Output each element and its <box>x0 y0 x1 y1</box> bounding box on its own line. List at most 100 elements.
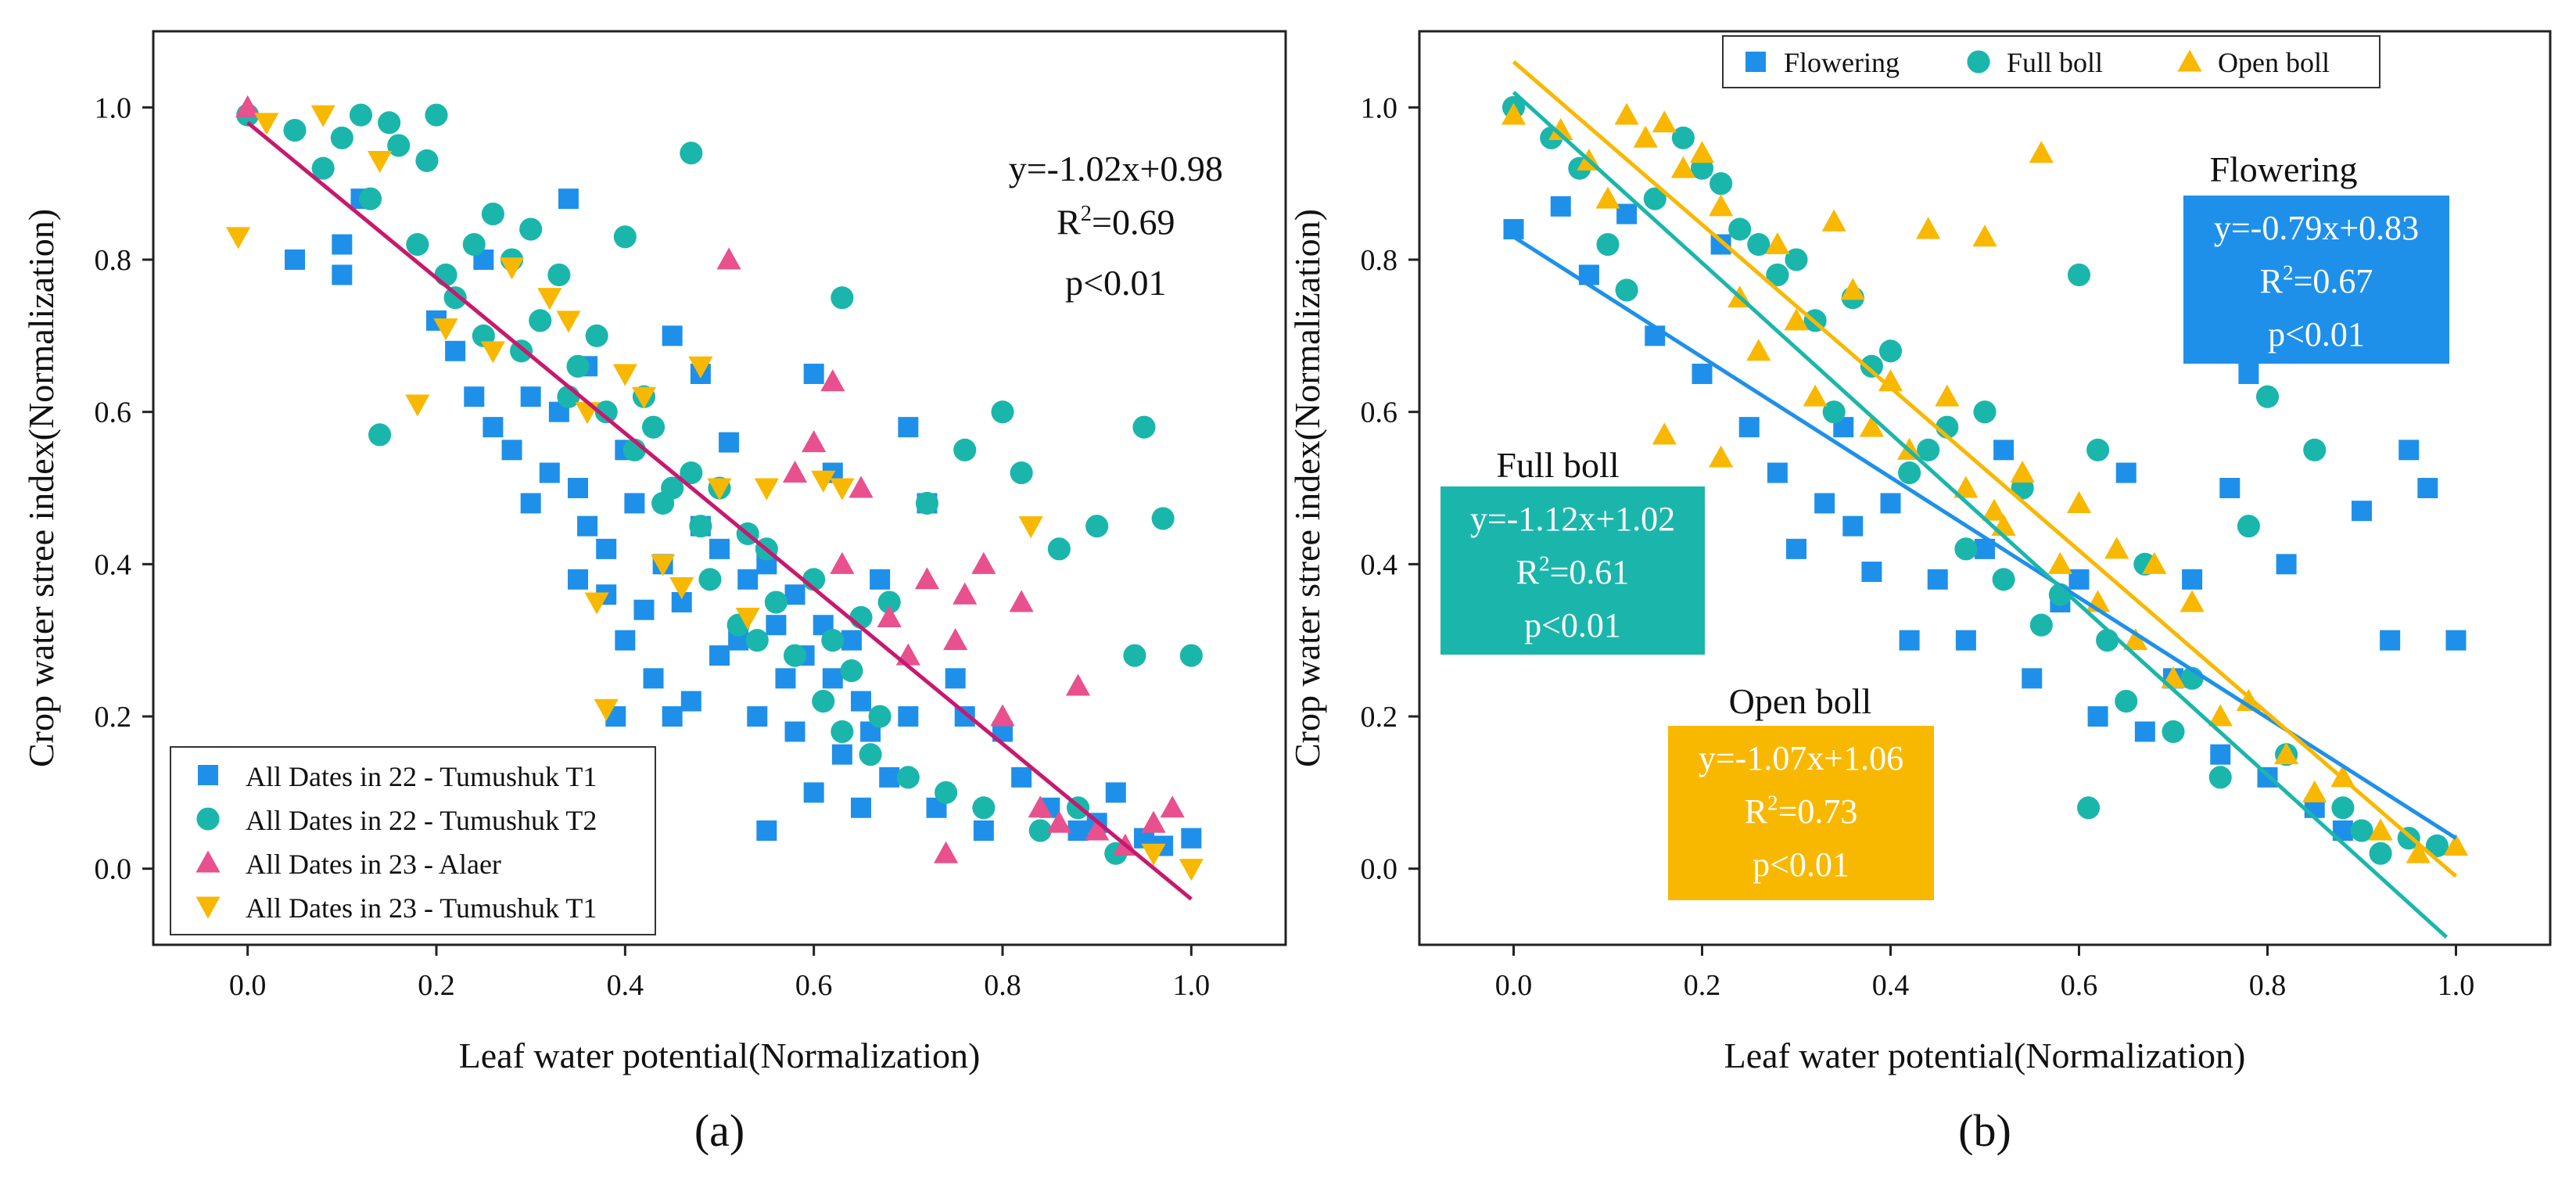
data-point <box>1596 232 1620 257</box>
data-point <box>2022 668 2043 689</box>
data-point <box>2350 819 2373 842</box>
data-point <box>520 493 541 514</box>
data-point <box>537 288 562 311</box>
x-tick-label: 1.0 <box>1173 969 1211 1002</box>
x-tick-label: 0.2 <box>418 969 455 1002</box>
data-point <box>2398 440 2420 461</box>
data-point <box>2086 438 2110 461</box>
data-point <box>802 430 827 453</box>
data-point <box>851 797 871 818</box>
data-point <box>868 705 892 728</box>
data-point <box>1709 445 1734 468</box>
data-point <box>1916 217 1941 239</box>
data-point <box>735 607 760 630</box>
data-point <box>596 538 617 559</box>
legend-label: All Dates in 22 - Tumushuk T1 <box>246 761 597 792</box>
data-point <box>285 249 305 270</box>
data-point <box>349 103 373 127</box>
data-point <box>1821 209 1846 232</box>
data-point <box>851 691 871 712</box>
data-point <box>971 551 996 574</box>
data-point <box>254 113 279 135</box>
data-point <box>2208 766 2232 789</box>
data-point <box>1065 673 1091 696</box>
legend-marker <box>196 850 221 873</box>
data-point <box>1899 630 1920 651</box>
data-point <box>368 423 392 447</box>
data-point <box>358 187 382 210</box>
data-point <box>1709 194 1734 217</box>
data-point <box>737 569 759 590</box>
data-point <box>879 766 900 788</box>
data-point <box>2274 742 2299 765</box>
y-tick-label: 0.4 <box>95 548 132 581</box>
data-point <box>709 645 730 666</box>
data-point <box>434 263 457 287</box>
panel-label: (a) <box>694 1105 744 1156</box>
x-axis-label: Leaf water potential(Normalization) <box>1724 1036 2246 1075</box>
data-point <box>1028 819 1052 842</box>
data-point <box>973 820 994 841</box>
data-point <box>445 340 466 361</box>
data-point <box>1123 644 1146 667</box>
data-point <box>1803 384 1828 407</box>
plot-frame <box>1418 30 2552 946</box>
data-point <box>1972 224 1997 247</box>
data-point <box>680 461 703 485</box>
legend-label: All Dates in 23 - Tumushuk T1 <box>246 892 597 924</box>
data-point <box>464 386 485 407</box>
data-point <box>2380 630 2401 651</box>
data-point <box>2352 501 2372 522</box>
data-point <box>2162 720 2185 744</box>
x-tick-label: 0.6 <box>795 969 833 1002</box>
data-point <box>519 217 543 241</box>
data-point <box>766 615 787 636</box>
data-point <box>877 605 902 627</box>
data-point <box>914 567 940 590</box>
data-point <box>830 478 855 501</box>
stat-box-p: p<0.01 <box>1753 845 1849 884</box>
stat-box-equation: y=-1.07x+1.06 <box>1699 739 1903 777</box>
data-point <box>462 232 486 257</box>
data-point <box>1011 766 1032 788</box>
data-point <box>669 577 694 600</box>
stat-box-r2: R2=0.73 <box>1745 791 1858 831</box>
data-point <box>754 478 779 501</box>
data-point <box>1151 507 1175 530</box>
data-point <box>1747 232 1771 257</box>
data-point <box>1746 339 1771 361</box>
data-point <box>2067 263 2091 287</box>
data-point <box>990 704 1015 727</box>
data-point <box>425 103 448 127</box>
y-tick-label: 1.0 <box>1361 92 1398 124</box>
data-point <box>747 706 768 727</box>
y-tick-label: 0.8 <box>1361 244 1398 277</box>
regression-annotation: y=-1.02x+0.98 <box>1009 149 1223 188</box>
data-point <box>368 150 393 174</box>
data-point <box>935 781 958 804</box>
data-point <box>433 318 458 341</box>
data-point <box>283 118 307 142</box>
series-circle <box>1501 95 2449 865</box>
data-point <box>849 476 874 498</box>
legend-marker <box>2177 49 2202 72</box>
stat-box-p: p<0.01 <box>2268 315 2365 354</box>
data-point <box>1614 102 1639 125</box>
data-point <box>945 668 966 689</box>
stat-box-title: Full boll <box>1496 445 1619 485</box>
data-point <box>520 386 541 407</box>
legend: All Dates in 22 - Tumushuk T1 All Dates i… <box>170 746 656 935</box>
data-point <box>662 325 683 346</box>
y-tick-label: 0.0 <box>1361 853 1398 886</box>
data-point <box>577 515 598 537</box>
stat-box-title: Flowering <box>2209 149 2357 189</box>
data-point <box>2210 744 2231 765</box>
data-point <box>2445 630 2467 651</box>
data-point <box>2134 721 2155 742</box>
data-point <box>1738 417 1760 438</box>
data-point <box>895 643 920 666</box>
data-point <box>1954 476 1979 498</box>
data-points <box>226 95 1204 901</box>
data-point <box>812 689 835 713</box>
y-tick-label: 0.0 <box>95 853 132 886</box>
